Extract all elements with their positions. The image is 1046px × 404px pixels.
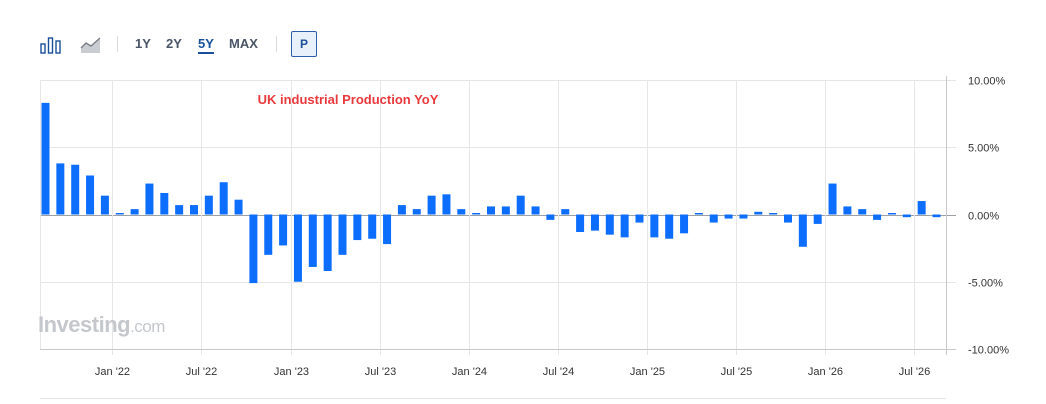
bar[interactable] [798,214,807,247]
bar[interactable] [308,214,317,267]
range-5y-button[interactable]: 5Y [198,34,214,54]
bar[interactable] [546,214,555,220]
bar[interactable] [145,183,154,215]
x-tick-label: Jan '23 [274,366,309,378]
bar[interactable] [383,214,392,245]
p-toggle-button[interactable]: P [291,31,317,57]
x-tick-label: Jul '25 [721,366,752,378]
bar[interactable] [41,102,50,215]
bar[interactable] [873,214,882,220]
bar[interactable] [368,214,377,239]
bar[interactable] [338,214,347,255]
bar[interactable] [813,214,822,224]
bar[interactable] [487,206,495,215]
bar[interactable] [769,213,778,215]
bar[interactable] [397,205,406,215]
bar[interactable] [887,213,896,215]
x-tick-label: Jan '22 [95,366,130,378]
bar[interactable] [858,209,867,215]
bar[interactable] [709,214,718,223]
bar[interactable] [843,206,852,215]
x-tick-label: Jul '26 [899,366,930,378]
bar[interactable] [501,206,510,215]
bar[interactable] [531,206,540,215]
y-tick-label: 10.00% [968,76,1006,88]
bar[interactable] [86,175,95,215]
bar[interactable] [457,209,466,215]
bar-chart-icon[interactable] [40,34,62,54]
bar[interactable] [680,214,689,234]
watermark-suffix: .com [130,317,165,336]
x-tick-label: Jan '25 [630,366,665,378]
x-tick-label: Jul '24 [543,366,574,378]
bar[interactable] [160,192,169,215]
chart-toolbar: 1Y 2Y 5Y MAX P [40,30,340,58]
bar[interactable] [353,214,362,241]
bar[interactable] [576,214,585,232]
bar[interactable] [694,213,703,215]
bar[interactable] [516,195,525,215]
y-tick-label: 5.00% [968,143,999,155]
x-tick-label: Jul '22 [186,366,217,378]
y-tick-label: 0.00% [968,211,999,223]
bar[interactable] [932,214,941,218]
bar[interactable] [249,214,258,284]
bar[interactable] [323,214,332,271]
bar[interactable] [590,214,599,231]
bottom-divider [40,398,946,399]
bar[interactable] [620,214,629,238]
bar[interactable] [427,195,436,215]
bar[interactable] [635,214,644,223]
bar[interactable] [219,182,228,215]
bar[interactable] [56,163,65,215]
range-1y-button[interactable]: 1Y [135,34,151,54]
x-tick-label: Jan '24 [452,366,487,378]
bars [41,102,941,284]
bar[interactable] [724,214,733,219]
bar[interactable] [739,214,748,219]
bar[interactable] [175,205,184,215]
area-chart-icon[interactable] [80,34,102,54]
bar[interactable] [190,205,198,215]
bar[interactable] [264,214,273,255]
bar[interactable] [100,195,109,215]
toolbar-separator [276,36,277,52]
y-tick-label: -5.00% [968,278,1003,290]
toolbar-separator [117,36,118,52]
axes: 10.00% 5.00% 0.00% -5.00% -10.00% Jan '22 Jul … [40,76,1009,378]
bar[interactable] [650,214,659,238]
bar[interactable] [784,214,792,223]
x-tick-label: Jul '23 [365,366,396,378]
bar[interactable] [472,213,481,215]
x-tick-label: Jan '26 [808,366,843,378]
investing-watermark: Investing.com [38,312,166,337]
bar[interactable] [234,199,243,215]
chart-title: UK industrial Production YoY [258,92,439,107]
bar[interactable] [902,214,911,218]
bar[interactable] [204,195,213,215]
bar[interactable] [71,164,80,215]
bar[interactable] [605,214,614,235]
svg-text:Investing.com: Investing.com [38,312,165,337]
bar[interactable] [279,214,288,246]
bar[interactable] [442,194,451,215]
bar[interactable] [130,209,139,215]
range-2y-button[interactable]: 2Y [166,34,182,54]
bar[interactable] [828,183,837,215]
bar[interactable] [917,201,926,215]
bar[interactable] [754,211,763,215]
bar[interactable] [665,214,674,239]
watermark-brand: Investing [38,312,130,337]
y-tick-label: -10.00% [968,345,1009,357]
bar[interactable] [412,209,421,215]
bar[interactable] [115,213,124,215]
bar[interactable] [561,209,570,215]
bar[interactable] [293,214,302,282]
range-max-button[interactable]: MAX [229,34,258,54]
